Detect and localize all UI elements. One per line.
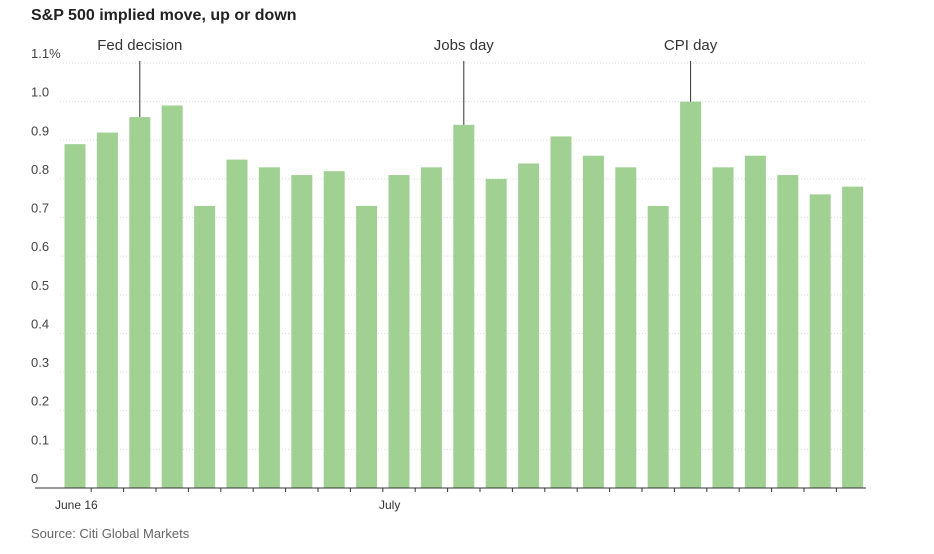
annotation-label: Jobs day: [434, 37, 495, 54]
bar: [680, 101, 702, 489]
bar: [129, 117, 151, 488]
y-axis-labels: 0 0.1 0.2 0.3 0.4 0.5 0.6 0.7 0.8 0.9 1.0 1.1%: [31, 46, 61, 486]
y-tick-label: 1.0: [31, 85, 49, 100]
bar: [323, 171, 345, 488]
x-tick-label: July: [379, 498, 400, 512]
y-tick-label: 0.5: [31, 278, 49, 293]
bar: [647, 205, 669, 489]
y-tick-label: 0.6: [31, 239, 49, 254]
source-note: Source: Citi Global Markets: [31, 526, 190, 541]
bar: [485, 178, 507, 488]
bar: [96, 132, 118, 488]
bar: [518, 163, 540, 489]
bar: [291, 175, 313, 488]
bar: [550, 136, 572, 488]
annotation-label: CPI day: [664, 37, 718, 54]
bar: [161, 105, 183, 488]
y-tick-label: 1.1%: [31, 46, 61, 61]
y-tick-label: 0: [31, 471, 38, 486]
bar: [744, 155, 766, 488]
bar: [712, 167, 734, 488]
y-tick-label: 0.9: [31, 123, 49, 138]
bar: [582, 155, 604, 488]
bar: [453, 124, 475, 489]
bar: [420, 167, 442, 488]
bar: [258, 167, 280, 488]
bar: [226, 159, 248, 488]
bar: [777, 175, 799, 488]
y-tick-label: 0.1: [31, 432, 49, 447]
bar: [388, 175, 410, 488]
y-tick-label: 0.8: [31, 162, 49, 177]
bars: [64, 101, 864, 489]
bar: [356, 205, 378, 489]
bar: [194, 205, 216, 489]
bar: [842, 186, 864, 489]
annotation-label: Fed decision: [97, 37, 182, 54]
x-axis: June 16 July: [35, 487, 866, 512]
bar: [615, 167, 637, 488]
bar: [809, 194, 831, 488]
y-tick-label: 0.3: [31, 355, 49, 370]
y-tick-label: 0.4: [31, 316, 49, 331]
chart-title: S&P 500 implied move, up or down: [31, 7, 297, 24]
y-tick-label: 0.2: [31, 394, 49, 409]
annotations: Fed decision Jobs day CPI day: [97, 37, 718, 125]
y-tick-label: 0.7: [31, 201, 49, 216]
x-tick-label: June 16: [55, 498, 98, 512]
bar: [64, 144, 86, 489]
